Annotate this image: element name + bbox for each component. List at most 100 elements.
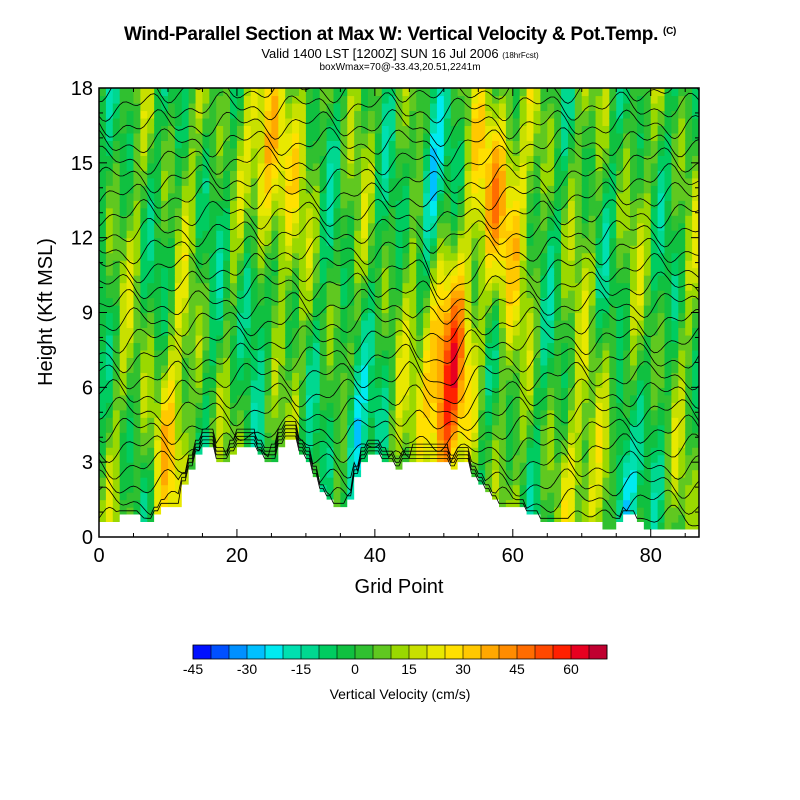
field-cell <box>643 215 652 224</box>
field-cell <box>409 319 417 329</box>
field-cell <box>230 402 238 411</box>
field-cell <box>664 282 673 291</box>
field-cell <box>305 297 314 306</box>
field-cell <box>133 95 141 104</box>
field-cell <box>636 364 645 373</box>
field-cell <box>464 424 473 433</box>
field-cell <box>567 207 576 216</box>
field-cell <box>533 327 541 336</box>
field-cell <box>457 282 466 291</box>
field-cell <box>299 267 307 276</box>
field-cell <box>623 409 631 418</box>
field-cell <box>188 379 197 388</box>
field-cell <box>147 379 155 388</box>
field-cell <box>492 484 500 493</box>
field-cell <box>230 417 238 426</box>
field-cell <box>450 282 459 291</box>
field-cell <box>616 185 624 194</box>
field-cell <box>167 230 176 239</box>
field-cell <box>119 349 128 358</box>
field-cell <box>436 192 445 201</box>
field-cell <box>402 290 410 299</box>
field-cell <box>554 200 562 209</box>
field-cell <box>119 432 128 441</box>
field-cell <box>423 170 431 179</box>
field-cell <box>216 282 224 291</box>
field-cell <box>202 409 210 418</box>
field-cell <box>623 215 631 224</box>
field-cell <box>478 327 486 336</box>
field-cell <box>209 88 217 97</box>
field-cell <box>616 484 624 493</box>
field-cell <box>319 207 328 216</box>
field-cell <box>354 177 362 186</box>
field-cell <box>333 357 341 366</box>
field-cell <box>381 215 390 224</box>
field-cell <box>381 230 390 239</box>
field-cell <box>519 170 528 179</box>
field-cell <box>423 357 431 366</box>
field-cell <box>181 260 190 269</box>
field-cell <box>616 372 624 381</box>
field-cell <box>271 230 279 239</box>
field-cell <box>395 364 404 373</box>
field-cell <box>257 334 266 344</box>
field-cell <box>464 319 473 329</box>
field-cell <box>547 319 555 329</box>
field-cell <box>209 327 217 336</box>
field-cell <box>333 372 341 381</box>
field-cell <box>230 334 238 344</box>
field-cell <box>278 185 286 194</box>
field-cell <box>278 349 286 358</box>
field-cell <box>388 275 397 284</box>
field-cell <box>671 439 679 448</box>
field-cell <box>609 155 617 164</box>
field-cell <box>119 177 128 186</box>
field-cell <box>471 424 479 433</box>
field-cell <box>105 267 114 276</box>
field-cell <box>278 192 286 201</box>
field-cell <box>105 117 114 127</box>
field-cell <box>354 252 362 261</box>
field-cell <box>292 110 300 119</box>
field-cell <box>278 417 286 426</box>
field-cell <box>354 185 362 194</box>
field-cell <box>119 237 128 246</box>
field-cell <box>492 177 500 186</box>
field-cell <box>561 192 569 201</box>
field-cell <box>312 342 321 351</box>
field-cell <box>381 207 390 216</box>
field-cell <box>133 379 141 388</box>
field-cell <box>512 342 521 351</box>
field-cell <box>512 387 521 396</box>
field-cell <box>657 155 666 164</box>
field-cell <box>126 252 135 261</box>
field-cell <box>450 207 459 216</box>
field-cell <box>305 432 314 441</box>
field-cell <box>664 417 673 426</box>
field-cell <box>161 477 169 486</box>
field-cell <box>519 454 528 463</box>
field-cell <box>202 147 210 156</box>
field-cell <box>174 185 183 194</box>
title-mark: (C) <box>663 26 677 37</box>
field-cell <box>547 334 555 344</box>
field-cell <box>112 200 121 209</box>
field-cell <box>340 349 348 358</box>
field-cell <box>574 334 583 344</box>
field-cell <box>326 237 335 246</box>
field-cell <box>436 222 445 231</box>
field-cell <box>643 469 652 478</box>
field-cell <box>512 469 521 478</box>
field-cell <box>616 439 624 448</box>
field-cell <box>147 282 155 291</box>
field-cell <box>623 282 631 291</box>
field-cell <box>623 484 631 493</box>
field-cell <box>216 424 224 433</box>
field-cell <box>292 177 300 186</box>
field-cell <box>133 297 141 306</box>
field-cell <box>319 432 328 441</box>
field-cell <box>567 364 576 373</box>
field-cell <box>230 394 238 403</box>
field-cell <box>154 409 162 418</box>
